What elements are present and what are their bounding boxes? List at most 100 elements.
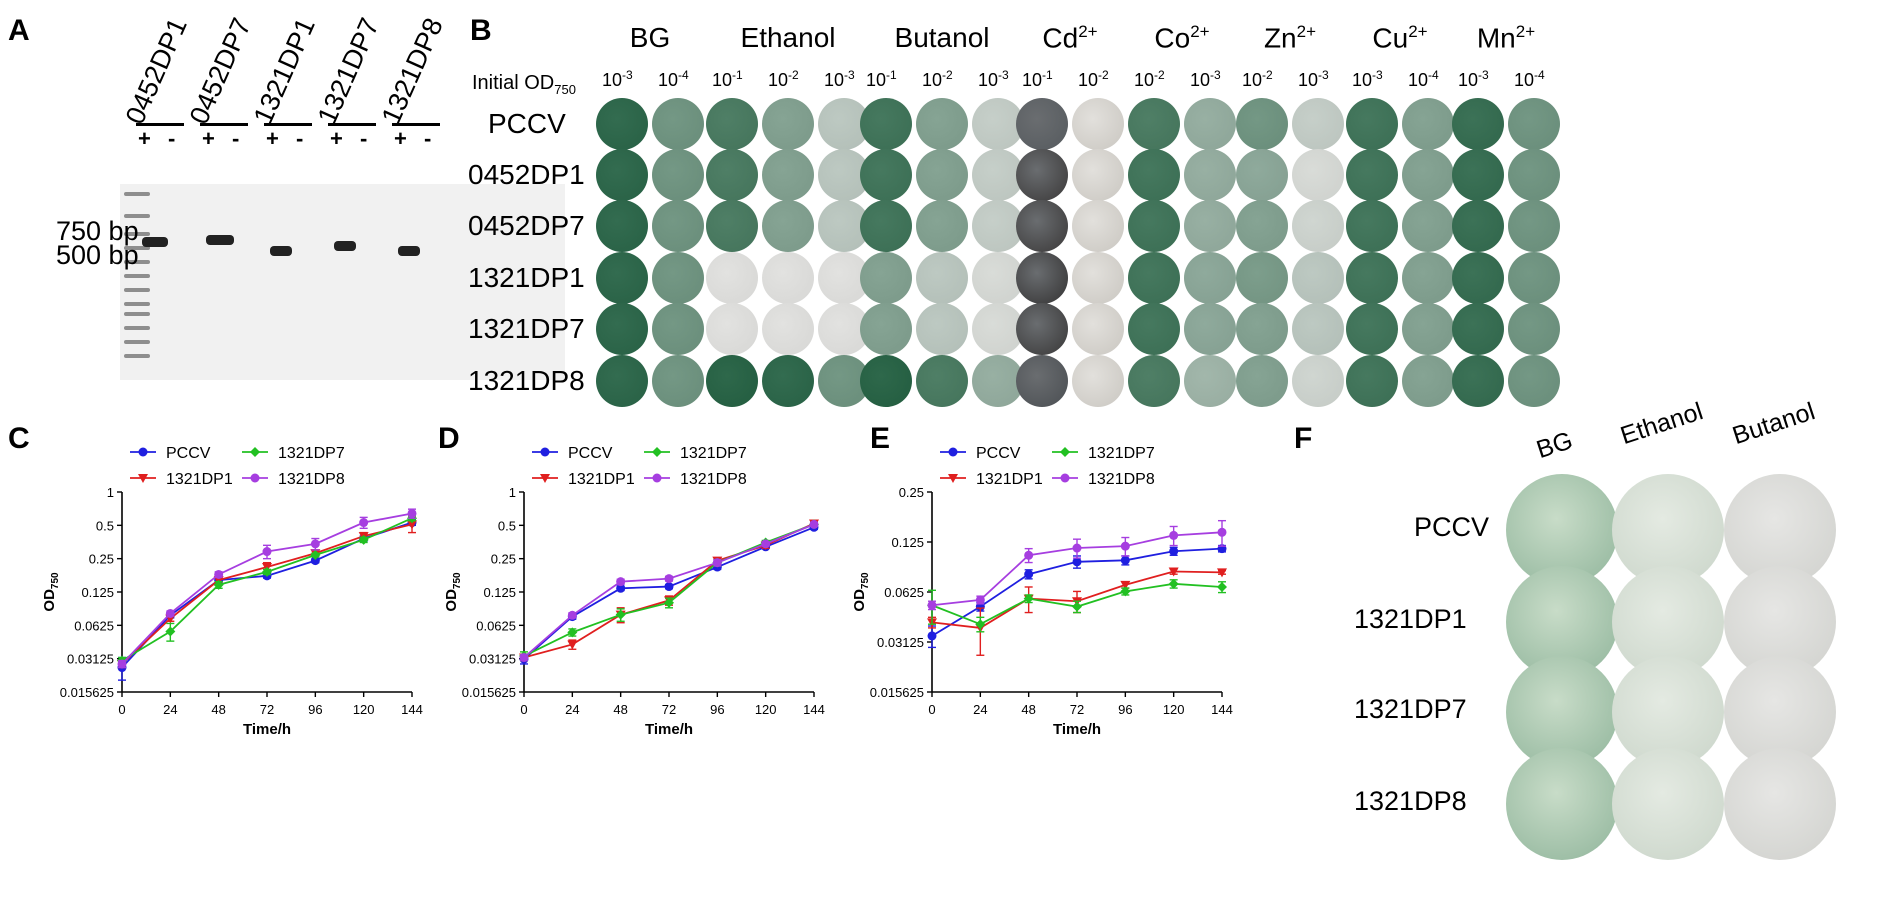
spot-plate: [1184, 252, 1236, 304]
y-tick-label: 0.0625: [476, 618, 516, 633]
spot-plate: [1128, 200, 1180, 252]
flask-well: [1612, 748, 1724, 860]
growth-chart-c: 0.015625 0.03125 0.0625 0.125 0.25 0.5 1 0 24 48 7…: [41, 445, 423, 738]
lane-label: 0452DP7: [183, 13, 257, 129]
y-tick-label: 0.015625: [870, 685, 924, 700]
spot-plate: [1072, 355, 1124, 407]
y-tick-label: 1: [509, 485, 516, 500]
y-tick-label: 0.03125: [67, 652, 114, 667]
x-tick-label: 0: [520, 702, 527, 717]
panel-f-letter: F: [1294, 422, 1313, 455]
spot-plate: [1184, 355, 1236, 407]
spot-plate: [1508, 303, 1560, 355]
lane-divider: [264, 123, 312, 126]
spot-plate: [1184, 303, 1236, 355]
data-point: [1072, 557, 1082, 567]
spot-plate: [860, 355, 912, 407]
spot-plate: [1292, 98, 1344, 150]
strain-label: 1321DP7: [468, 313, 585, 344]
spot-plate: [596, 252, 648, 304]
data-point: [1168, 567, 1179, 577]
spot-plate: [1292, 355, 1344, 407]
spot-plate: [972, 303, 1024, 355]
legend-marker: [652, 473, 662, 483]
spot-plate: [1292, 303, 1344, 355]
spot-plate: [1236, 98, 1288, 150]
initial-od-label: Initial OD750: [472, 72, 576, 97]
legend-label: PCCV: [568, 445, 613, 462]
spot-plate: [1346, 303, 1398, 355]
spot-plate: [1236, 252, 1288, 304]
data-point: [615, 609, 626, 620]
data-point: [165, 626, 176, 637]
spot-plate: [596, 303, 648, 355]
x-tick-label: 120: [755, 702, 777, 717]
pcr-band: [334, 241, 356, 251]
spot-plate: [762, 98, 814, 150]
ladder-band: [124, 288, 150, 292]
dilution-label: 10-2: [922, 68, 953, 90]
data-point: [616, 583, 626, 593]
spot-plate: [1236, 355, 1288, 407]
spot-plate: [972, 98, 1024, 150]
spot-plate: [1016, 252, 1068, 304]
spot-plate: [972, 355, 1024, 407]
f-strain-label: 1321DP8: [1354, 786, 1467, 816]
pcr-band: [270, 246, 292, 256]
legend-label: 1321DP1: [166, 471, 233, 488]
condition-header: Cu2+: [1372, 22, 1428, 54]
series-line-PCCV: [523, 526, 815, 660]
pcr-band: [206, 235, 234, 245]
marker-750: 750 bp: [56, 216, 139, 246]
lane-label: 1321DP8: [375, 13, 449, 129]
data-point: [310, 549, 321, 560]
plus-sign: +: [202, 126, 215, 151]
x-tick-label: 48: [1021, 702, 1035, 717]
legend-label: 1321DP8: [278, 471, 345, 488]
condition-header: Butanol: [894, 22, 990, 53]
strain-label: 0452DP7: [468, 210, 585, 241]
legend-marker: [540, 474, 550, 483]
spot-plate: [652, 149, 704, 201]
y-tick-label: 1: [107, 485, 114, 500]
legend-marker: [250, 447, 260, 457]
data-point: [1120, 555, 1130, 565]
lane-divider: [136, 123, 184, 126]
data-point: [567, 640, 578, 650]
x-tick-label: 0: [928, 702, 935, 717]
minus-sign: -: [168, 126, 176, 151]
spot-plate: [1452, 149, 1504, 201]
spot-plate: [1452, 303, 1504, 355]
data-point: [310, 539, 320, 549]
spot-plate: [1072, 200, 1124, 252]
spot-plate: [1128, 252, 1180, 304]
x-tick-label: 144: [1211, 702, 1233, 717]
data-point: [664, 574, 674, 584]
data-point: [407, 508, 417, 518]
ladder-band: [124, 260, 150, 264]
spot-plate: [652, 252, 704, 304]
ladder-band: [124, 354, 150, 358]
data-point: [407, 520, 417, 530]
spot-plate: [1016, 303, 1068, 355]
spot-plate: [596, 355, 648, 407]
lane-label: 1321DP7: [311, 13, 385, 129]
spot-plate: [1508, 98, 1560, 150]
spot-plate: [652, 200, 704, 252]
lane-label: 1321DP1: [247, 13, 321, 129]
legend-marker: [948, 447, 958, 457]
spot-plate: [916, 355, 968, 407]
spot-plate: [916, 98, 968, 150]
x-tick-label: 0: [118, 702, 125, 717]
data-point: [1024, 569, 1034, 579]
minus-sign: -: [296, 126, 304, 151]
legend-label: 1321DP1: [976, 471, 1043, 488]
data-point: [262, 566, 272, 577]
spot-plate: [972, 200, 1024, 252]
data-point: [358, 534, 369, 545]
spot-plate: [1292, 200, 1344, 252]
y-tick-label: 0.015625: [462, 685, 516, 700]
x-tick-label: 144: [803, 702, 825, 717]
data-point: [1120, 541, 1130, 551]
data-point: [359, 518, 369, 528]
